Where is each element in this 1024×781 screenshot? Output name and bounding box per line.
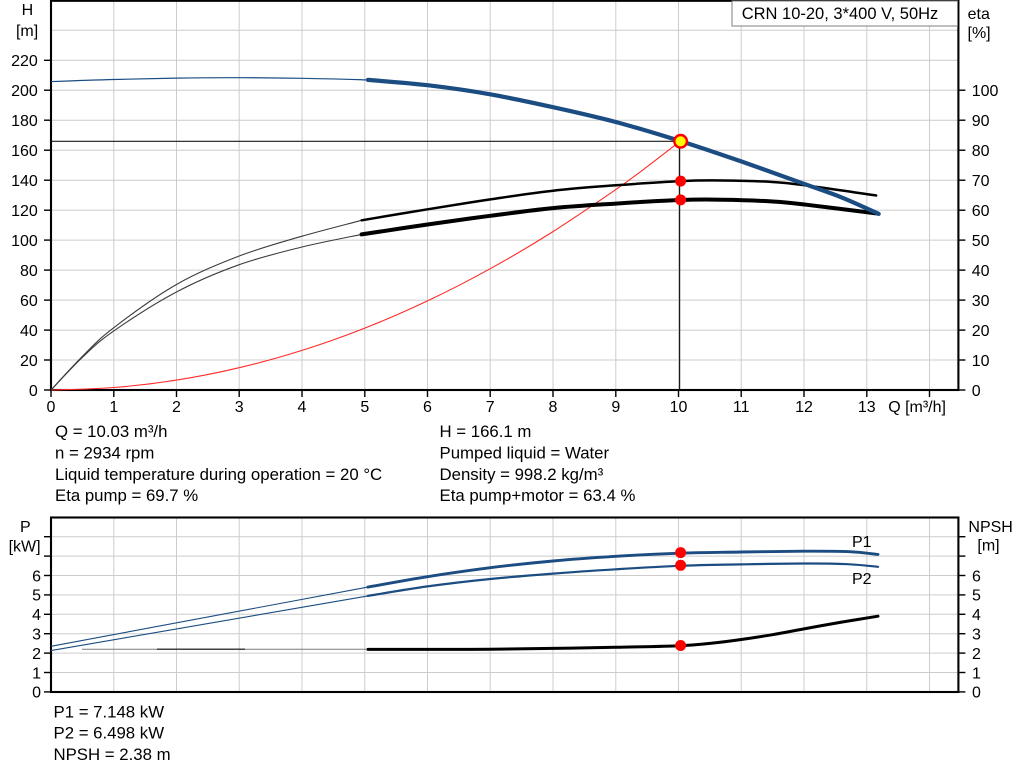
- svg-text:CRN 10-20, 3*400 V, 50Hz: CRN 10-20, 3*400 V, 50Hz: [742, 5, 939, 23]
- svg-text:12: 12: [795, 399, 813, 416]
- svg-text:9: 9: [611, 399, 620, 416]
- svg-text:1: 1: [109, 399, 118, 416]
- svg-text:1: 1: [972, 665, 981, 682]
- svg-text:2: 2: [32, 646, 41, 663]
- svg-text:P2: P2: [852, 571, 872, 588]
- svg-text:3: 3: [235, 399, 244, 416]
- svg-text:0: 0: [29, 383, 38, 400]
- svg-text:6: 6: [423, 399, 432, 416]
- svg-text:100: 100: [972, 83, 999, 100]
- svg-text:200: 200: [11, 83, 38, 100]
- svg-text:[kW]: [kW]: [9, 539, 41, 556]
- svg-text:Q [m³/h]: Q [m³/h]: [888, 399, 946, 416]
- svg-text:10: 10: [670, 399, 688, 416]
- svg-text:[%]: [%]: [968, 25, 991, 42]
- svg-text:50: 50: [972, 233, 990, 250]
- svg-text:H: H: [22, 2, 34, 19]
- svg-text:6: 6: [972, 568, 981, 585]
- svg-text:140: 140: [11, 173, 38, 190]
- svg-text:P: P: [20, 519, 31, 536]
- svg-text:60: 60: [972, 203, 990, 220]
- svg-text:100: 100: [11, 233, 38, 250]
- svg-text:Eta pump+motor = 63.4 %: Eta pump+motor = 63.4 %: [440, 486, 636, 505]
- svg-text:n = 2934 rpm: n = 2934 rpm: [55, 444, 154, 463]
- svg-text:4: 4: [972, 607, 981, 624]
- svg-text:8: 8: [549, 399, 558, 416]
- svg-text:0: 0: [972, 685, 981, 702]
- svg-text:P2 = 6.498 kW: P2 = 6.498 kW: [54, 724, 165, 743]
- svg-text:220: 220: [11, 53, 38, 70]
- svg-text:Liquid temperature during oper: Liquid temperature during operation = 20…: [55, 465, 382, 484]
- svg-text:H = 166.1 m: H = 166.1 m: [440, 422, 532, 441]
- svg-text:Density = 998.2 kg/m³: Density = 998.2 kg/m³: [440, 465, 604, 484]
- svg-text:[m]: [m]: [16, 23, 38, 40]
- svg-text:NPSH = 2.38 m: NPSH = 2.38 m: [54, 745, 171, 764]
- svg-text:13: 13: [858, 399, 876, 416]
- svg-text:40: 40: [972, 263, 990, 280]
- svg-text:7: 7: [486, 399, 495, 416]
- svg-text:40: 40: [20, 323, 38, 340]
- svg-text:4: 4: [32, 607, 41, 624]
- svg-text:3: 3: [972, 627, 981, 644]
- svg-text:5: 5: [360, 399, 369, 416]
- svg-text:Q = 10.03 m³/h: Q = 10.03 m³/h: [55, 422, 167, 441]
- svg-text:80: 80: [972, 143, 990, 160]
- svg-text:11: 11: [733, 399, 750, 416]
- svg-text:160: 160: [11, 143, 38, 160]
- svg-text:Pumped liquid = Water: Pumped liquid = Water: [440, 444, 610, 463]
- svg-text:20: 20: [20, 353, 38, 370]
- svg-text:3: 3: [32, 627, 41, 644]
- svg-text:4: 4: [298, 399, 307, 416]
- svg-text:70: 70: [972, 173, 990, 190]
- svg-text:90: 90: [972, 113, 990, 130]
- svg-text:30: 30: [972, 293, 990, 310]
- svg-text:10: 10: [972, 353, 990, 370]
- svg-text:NPSH: NPSH: [968, 519, 1012, 536]
- svg-text:5: 5: [972, 588, 981, 605]
- svg-text:0: 0: [47, 399, 56, 416]
- svg-text:P1: P1: [852, 534, 872, 551]
- svg-text:6: 6: [32, 568, 41, 585]
- svg-text:P1 = 7.148 kW: P1 = 7.148 kW: [54, 702, 165, 721]
- svg-text:0: 0: [972, 383, 981, 400]
- svg-text:60: 60: [20, 293, 38, 310]
- svg-text:20: 20: [972, 323, 990, 340]
- svg-text:5: 5: [32, 588, 41, 605]
- svg-text:eta: eta: [968, 6, 990, 23]
- svg-text:1: 1: [32, 665, 41, 682]
- svg-text:[m]: [m]: [977, 538, 999, 555]
- svg-text:120: 120: [11, 203, 38, 220]
- svg-text:180: 180: [11, 113, 38, 130]
- svg-text:2: 2: [972, 646, 981, 663]
- svg-text:80: 80: [20, 263, 38, 280]
- svg-text:2: 2: [172, 399, 181, 416]
- svg-text:Eta pump = 69.7 %: Eta pump = 69.7 %: [55, 486, 198, 505]
- svg-text:0: 0: [32, 685, 41, 702]
